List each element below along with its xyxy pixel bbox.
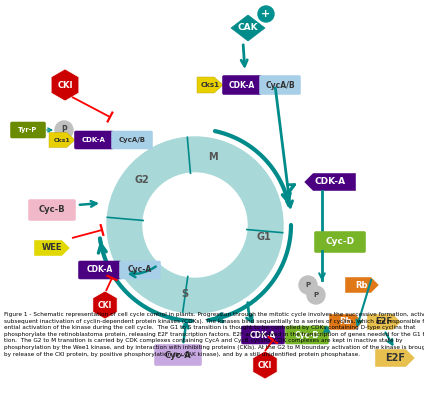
Text: CKI: CKI (98, 300, 112, 310)
Text: M: M (208, 152, 218, 162)
FancyBboxPatch shape (154, 344, 201, 366)
Polygon shape (51, 69, 79, 101)
Polygon shape (197, 77, 223, 93)
Polygon shape (304, 173, 356, 191)
Text: P: P (61, 126, 67, 134)
FancyBboxPatch shape (28, 200, 75, 220)
Polygon shape (231, 15, 265, 41)
Text: Cks1: Cks1 (201, 82, 220, 88)
FancyBboxPatch shape (112, 131, 153, 149)
Text: CDK-A: CDK-A (250, 330, 276, 340)
Text: S: S (182, 289, 189, 299)
Text: G1: G1 (257, 232, 271, 242)
Text: Rb: Rb (356, 280, 368, 290)
Text: CDK-A: CDK-A (87, 266, 113, 274)
Text: P: P (305, 282, 310, 288)
FancyBboxPatch shape (315, 232, 365, 252)
Text: Cyc-A: Cyc-A (128, 266, 152, 274)
FancyBboxPatch shape (120, 261, 161, 279)
Polygon shape (49, 132, 75, 148)
Text: Cyc-D: Cyc-D (295, 330, 319, 340)
Text: CDK-A: CDK-A (82, 137, 106, 143)
FancyBboxPatch shape (223, 76, 262, 94)
Text: Figure 1 - Schematic representation of cell cycle control in plants. Progression: Figure 1 - Schematic representation of c… (4, 312, 424, 357)
Polygon shape (367, 314, 401, 330)
Polygon shape (375, 349, 415, 367)
Text: CAK: CAK (238, 24, 258, 32)
Polygon shape (345, 277, 379, 293)
Polygon shape (253, 351, 277, 379)
Circle shape (143, 173, 247, 277)
Polygon shape (34, 240, 70, 256)
FancyBboxPatch shape (78, 261, 122, 279)
Text: CKI: CKI (57, 80, 73, 90)
Text: CDK-A: CDK-A (229, 80, 255, 90)
Text: Cyc-D: Cyc-D (326, 238, 354, 246)
Text: E2F: E2F (375, 318, 393, 326)
Circle shape (307, 286, 325, 304)
Text: P: P (313, 292, 318, 298)
Text: CKI: CKI (258, 360, 272, 370)
Polygon shape (93, 291, 117, 319)
Text: Cyc-B: Cyc-B (39, 206, 65, 214)
FancyBboxPatch shape (242, 326, 285, 344)
Text: Tyr-P: Tyr-P (18, 127, 38, 133)
Text: G2: G2 (134, 175, 149, 185)
Text: CDK-A: CDK-A (315, 178, 346, 186)
Circle shape (258, 6, 274, 22)
Text: CycA/B: CycA/B (265, 80, 295, 90)
FancyBboxPatch shape (259, 76, 301, 94)
Text: Cyc-A: Cyc-A (165, 350, 191, 360)
FancyBboxPatch shape (11, 122, 45, 138)
Text: WEE: WEE (42, 244, 62, 252)
Text: Rb: Rb (340, 318, 352, 326)
Polygon shape (329, 314, 363, 330)
Text: +: + (261, 9, 271, 19)
Circle shape (107, 137, 283, 313)
FancyBboxPatch shape (285, 326, 329, 344)
Circle shape (299, 276, 317, 294)
Circle shape (55, 121, 73, 139)
Text: E2F: E2F (385, 353, 405, 363)
Text: Cks1: Cks1 (53, 138, 70, 142)
FancyBboxPatch shape (75, 131, 114, 149)
Text: CycA/B: CycA/B (118, 137, 145, 143)
